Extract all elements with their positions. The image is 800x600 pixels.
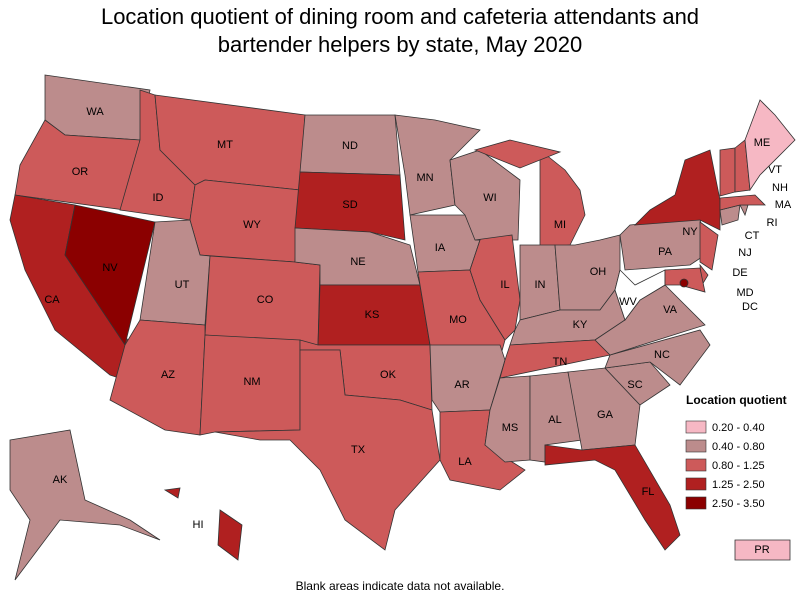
state-label: CA bbox=[44, 294, 60, 306]
legend-swatch bbox=[685, 439, 707, 453]
state-label: IN bbox=[535, 279, 546, 291]
state-label: SD bbox=[342, 199, 357, 211]
state-label: TN bbox=[553, 356, 568, 368]
state-label: AZ bbox=[161, 369, 175, 381]
state-label: WY bbox=[243, 219, 261, 231]
state-label: AR bbox=[454, 379, 469, 391]
state-label: MS bbox=[502, 422, 519, 434]
state-label: NV bbox=[102, 262, 118, 274]
state-label: VA bbox=[663, 304, 678, 316]
state-shape bbox=[217, 509, 243, 561]
state-shape bbox=[679, 278, 689, 288]
state-label: NC bbox=[654, 349, 670, 361]
state-label: NH bbox=[772, 182, 788, 194]
state-shape bbox=[734, 539, 791, 561]
state-shape bbox=[163, 487, 181, 499]
state-label: VT bbox=[768, 164, 782, 176]
legend-label: 1.25 - 2.50 bbox=[712, 479, 765, 491]
state-shape bbox=[739, 204, 749, 217]
state-label: MT bbox=[217, 139, 233, 151]
state-label: HI bbox=[193, 519, 204, 531]
legend: Location quotient 0.20 - 0.40 0.40 - 0.80 0… bbox=[685, 393, 787, 510]
state-label: RI bbox=[767, 217, 778, 229]
legend-label: 0.80 - 1.25 bbox=[712, 460, 765, 472]
state-label: MI bbox=[554, 219, 566, 231]
legend-label: 0.20 - 0.40 bbox=[712, 422, 765, 434]
footnote: Blank areas indicate data not available. bbox=[296, 579, 505, 593]
state-shape bbox=[214, 349, 441, 551]
state-shape bbox=[9, 429, 161, 581]
state-shape bbox=[294, 171, 406, 241]
map-title: Location quotient of dining room and caf… bbox=[101, 4, 699, 57]
state-label: KS bbox=[365, 309, 380, 321]
state-label: PR bbox=[754, 544, 769, 556]
state-shape bbox=[744, 99, 796, 192]
state-label: WV bbox=[619, 296, 637, 308]
state-label: KY bbox=[573, 319, 588, 331]
legend-label: 0.40 - 0.80 bbox=[712, 441, 765, 453]
state-label: ND bbox=[342, 140, 358, 152]
state-label: AL bbox=[548, 414, 561, 426]
state-shape bbox=[719, 147, 736, 197]
state-label: DC bbox=[742, 301, 758, 313]
legend-swatch bbox=[685, 458, 707, 472]
state-shape bbox=[469, 234, 521, 341]
state-label: GA bbox=[597, 409, 614, 421]
state-label: OH bbox=[590, 266, 607, 278]
state-label: WI bbox=[483, 192, 496, 204]
state-shape bbox=[473, 139, 562, 169]
states: WA OR CA NV ID MT WY UT CO AZ NM ND SD NE KS OK TX MN IA MO… bbox=[9, 74, 796, 581]
legend-swatch bbox=[685, 420, 707, 434]
state-label: MA bbox=[775, 199, 792, 211]
state-shape bbox=[633, 149, 721, 231]
state-label: IA bbox=[435, 242, 446, 254]
state-shape bbox=[567, 367, 641, 451]
state-label: ME bbox=[754, 137, 771, 149]
state-label: CO bbox=[257, 294, 274, 306]
state-shape bbox=[544, 444, 681, 551]
legend-swatch bbox=[685, 496, 707, 510]
state-label: CT bbox=[745, 230, 760, 242]
state-shape bbox=[719, 194, 766, 211]
state-label: NJ bbox=[738, 247, 751, 259]
state-label: DE bbox=[732, 267, 747, 279]
state-shape bbox=[539, 149, 586, 249]
state-label: LA bbox=[458, 456, 472, 468]
state-label: ID bbox=[153, 192, 164, 204]
state-label: SC bbox=[627, 379, 642, 391]
legend-swatch bbox=[685, 477, 707, 491]
state-label: AK bbox=[53, 474, 68, 486]
state-label: TX bbox=[351, 444, 366, 456]
state-label: NM bbox=[243, 376, 260, 388]
legend-label: 2.50 - 3.50 bbox=[712, 498, 765, 510]
state-label: NE bbox=[350, 256, 365, 268]
state-label: UT bbox=[175, 279, 190, 291]
state-label: OR bbox=[72, 166, 89, 178]
state-label: IL bbox=[500, 279, 509, 291]
state-label: NY bbox=[682, 226, 698, 238]
state-shape bbox=[109, 319, 206, 436]
state-label: FL bbox=[642, 486, 655, 498]
state-label: WA bbox=[86, 106, 104, 118]
state-label: MO bbox=[449, 314, 467, 326]
state-shape bbox=[699, 221, 719, 271]
state-label: MD bbox=[736, 287, 753, 299]
state-label: PA bbox=[658, 246, 673, 258]
state-label: MN bbox=[416, 172, 433, 184]
state-label: OK bbox=[380, 369, 397, 381]
state-shape bbox=[604, 329, 711, 386]
legend-title: Location quotient bbox=[686, 393, 787, 407]
